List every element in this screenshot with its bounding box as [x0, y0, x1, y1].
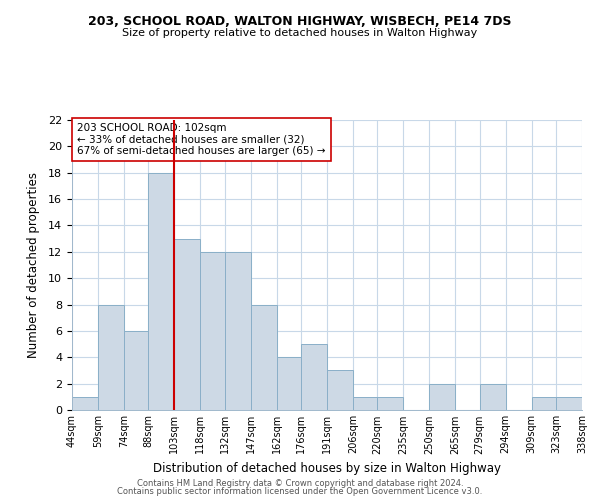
Text: Contains HM Land Registry data © Crown copyright and database right 2024.: Contains HM Land Registry data © Crown c…: [137, 478, 463, 488]
Bar: [124, 331, 148, 410]
Bar: [301, 344, 327, 410]
X-axis label: Distribution of detached houses by size in Walton Highway: Distribution of detached houses by size …: [153, 462, 501, 475]
Text: Contains public sector information licensed under the Open Government Licence v3: Contains public sector information licen…: [118, 487, 482, 496]
Bar: [556, 397, 582, 410]
Bar: [353, 397, 377, 410]
Bar: [200, 252, 224, 410]
Bar: [175, 238, 200, 410]
Bar: [479, 384, 506, 410]
Text: 203, SCHOOL ROAD, WALTON HIGHWAY, WISBECH, PE14 7DS: 203, SCHOOL ROAD, WALTON HIGHWAY, WISBEC…: [88, 15, 512, 28]
Bar: [72, 397, 98, 410]
Bar: [251, 304, 277, 410]
Y-axis label: Number of detached properties: Number of detached properties: [26, 172, 40, 358]
Bar: [327, 370, 353, 410]
Bar: [430, 384, 455, 410]
Bar: [532, 397, 556, 410]
Bar: [98, 304, 124, 410]
Text: Size of property relative to detached houses in Walton Highway: Size of property relative to detached ho…: [122, 28, 478, 38]
Bar: [377, 397, 403, 410]
Bar: [224, 252, 251, 410]
Bar: [148, 172, 175, 410]
Text: 203 SCHOOL ROAD: 102sqm
← 33% of detached houses are smaller (32)
67% of semi-de: 203 SCHOOL ROAD: 102sqm ← 33% of detache…: [77, 123, 326, 156]
Bar: [277, 358, 301, 410]
